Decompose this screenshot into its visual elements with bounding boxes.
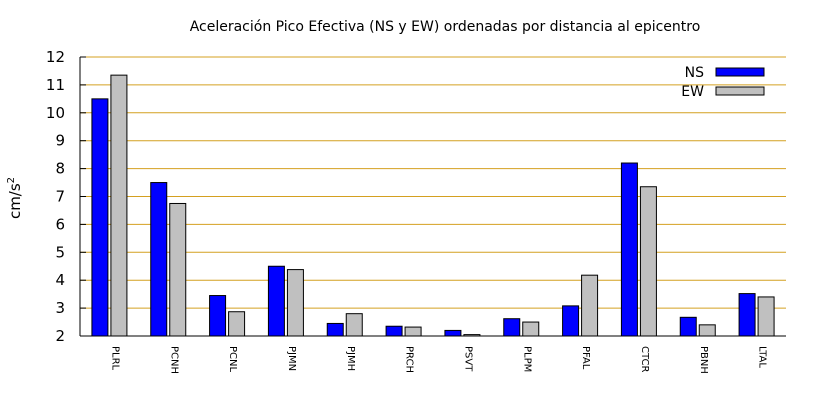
x-tick-label: PCNL (227, 346, 238, 372)
legend-label-ns: NS (685, 65, 704, 81)
x-tick-label: PJMH (345, 346, 356, 371)
y-tick-label: 8 (55, 160, 65, 178)
bar-ns-pjmn (267, 265, 285, 337)
bar-ew-pbnh (698, 324, 716, 337)
x-tick-label: PLPM (521, 346, 532, 372)
bar-ew-pfal (581, 274, 599, 337)
bar-ns-pfal (562, 305, 580, 337)
legend-swatch-ns (715, 67, 765, 77)
y-tick-label: 12 (46, 48, 65, 66)
x-tick-label: PFAL (580, 346, 591, 370)
bar-ew-pjmn (286, 269, 304, 337)
y-tick-label: 4 (55, 271, 65, 289)
y-axis-label-exponent: 2 (6, 177, 17, 183)
legend: NS EW (681, 65, 765, 100)
y-axis-label: cm/s2 (6, 177, 24, 219)
bar-ns-psvt (444, 329, 462, 337)
x-tick-label: PBNH (698, 346, 709, 374)
y-tick-label: 3 (55, 299, 65, 317)
bar-ns-pcnl (209, 295, 227, 337)
bars (91, 74, 775, 337)
x-tick-label: PLRL (109, 346, 120, 371)
x-tick-labels: PLRL PCNH PCNL PJMN PJMH PRCH PSVT PLPM PFAL CTCR… (109, 346, 767, 374)
bar-ns-ltal (738, 293, 756, 337)
bar-ew-plpm (522, 321, 540, 337)
y-tick-labels: 2 3 4 5 6 7 8 9 10 11 12 (46, 48, 65, 345)
bar-ew-ltal (757, 296, 775, 337)
y-tick-label: 7 (55, 188, 65, 206)
x-tick-label: PRCH (404, 346, 415, 373)
x-tick-label: PSVT (462, 346, 473, 372)
bar-ew-pjmh (345, 313, 363, 337)
bar-ns-pbnh (679, 316, 697, 337)
y-tick-label: 5 (55, 243, 65, 261)
legend-label-ew: EW (681, 84, 704, 100)
axes (79, 56, 786, 337)
bar-ns-plpm (503, 318, 521, 337)
y-tick-label: 10 (46, 104, 65, 122)
chart-title: Aceleración Pico Efectiva (NS y EW) orde… (190, 19, 701, 35)
bar-ns-prch (385, 325, 403, 337)
x-tick-label: PCNH (168, 346, 179, 374)
bar-ns-pjmh (326, 322, 344, 337)
y-tick-label: 6 (55, 215, 65, 233)
bar-ns-ctcr (620, 162, 638, 337)
bar-ew-ctcr (639, 186, 657, 337)
x-tick-label: PJMN (286, 346, 297, 371)
bar-ns-pcnh (150, 182, 168, 337)
x-tick-label: LTAL (757, 346, 768, 368)
bar-ns-plrl (91, 98, 109, 337)
y-tick-label: 2 (55, 327, 65, 345)
x-tick-label: CTCR (639, 346, 650, 372)
y-tick-label: 11 (46, 76, 65, 94)
grid-lines (80, 56, 786, 309)
bar-ew-prch (404, 326, 422, 337)
bar-ew-pcnl (228, 311, 246, 337)
y-axis-label-unit: cm/s (6, 183, 24, 219)
y-tick-label: 9 (55, 132, 65, 150)
bar-ew-plrl (110, 74, 128, 337)
bar-ew-pcnh (169, 202, 187, 337)
legend-swatch-ew (715, 86, 765, 96)
